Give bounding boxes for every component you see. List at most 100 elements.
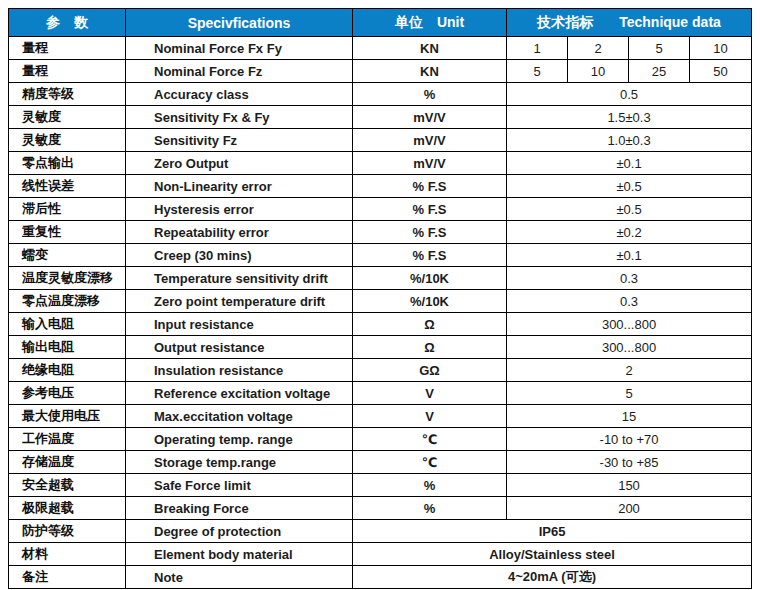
value-cell: 5 (507, 382, 752, 405)
value-cell: 2 (507, 359, 752, 382)
table-row: 线性误差 Non-Linearity error % F.S ±0.5 (9, 175, 752, 198)
param-name-cn: 输入电阻 (9, 313, 126, 336)
header-row: 参 数 Specivfications 单位Unit 技术指标Technique… (9, 9, 752, 37)
spec-name-en: Creep (30 mins) (126, 244, 353, 267)
value-cell: 15 (507, 405, 752, 428)
value-cell: 150 (507, 474, 752, 497)
spec-name-en: Insulation resistance (126, 359, 353, 382)
unit-cell: V (353, 405, 507, 428)
unit-cell: mV/V (353, 106, 507, 129)
value-cell: 50 (690, 60, 752, 83)
param-name-cn: 安全超载 (9, 474, 126, 497)
spec-name-en: Zero Output (126, 152, 353, 175)
header-tech-en: Technique data (619, 14, 721, 30)
value-cell: 5 (629, 37, 690, 60)
unit-cell: % (353, 83, 507, 106)
value-cell: 0.5 (507, 83, 752, 106)
spec-name-en: Repeatability error (126, 221, 353, 244)
spec-name-en: Zero point temperature drift (126, 290, 353, 313)
spec-name-en: Reference excitation voltage (126, 382, 353, 405)
table-row: 材料 Element body material Alloy/Stainless… (9, 543, 752, 566)
unit-cell: Ω (353, 336, 507, 359)
table-row: 灵敏度 Sensitivity Fz mV/V 1.0±0.3 (9, 129, 752, 152)
value-cell: Alloy/Stainless steel (353, 543, 752, 566)
spec-name-en: Element body material (126, 543, 353, 566)
param-name-cn: 重复性 (9, 221, 126, 244)
param-name-cn: 零点温度漂移 (9, 290, 126, 313)
unit-cell: ℃ (353, 451, 507, 474)
table-row: 零点输出 Zero Output mV/V ±0.1 (9, 152, 752, 175)
table-row: 滞后性 Hysteresis error % F.S ±0.5 (9, 198, 752, 221)
spec-name-en: Nominal Force Fx Fy (126, 37, 353, 60)
spec-name-en: Sensitivity Fz (126, 129, 353, 152)
value-cell: -30 to +85 (507, 451, 752, 474)
value-cell: ±0.5 (507, 175, 752, 198)
value-cell: ±0.2 (507, 221, 752, 244)
param-name-cn: 参考电压 (9, 382, 126, 405)
value-cell: 300...800 (507, 336, 752, 359)
param-name-cn: 灵敏度 (9, 106, 126, 129)
table-row: 量程 Nominal Force Fz KN 5 10 25 50 (9, 60, 752, 83)
value-cell: 1.0±0.3 (507, 129, 752, 152)
spec-name-en: Storage temp.range (126, 451, 353, 474)
param-name-cn: 最大使用电压 (9, 405, 126, 428)
spec-table: 参 数 Specivfications 单位Unit 技术指标Technique… (8, 8, 752, 589)
value-cell: ±0.1 (507, 152, 752, 175)
table-row: 零点温度漂移 Zero point temperature drift %/10… (9, 290, 752, 313)
spec-name-en: Hysteresis error (126, 198, 353, 221)
value-cell: 0.3 (507, 267, 752, 290)
unit-cell: ℃ (353, 428, 507, 451)
spec-name-en: Breaking Force (126, 497, 353, 520)
table-row: 精度等级 Accuracy class % 0.5 (9, 83, 752, 106)
table-row: 量程 Nominal Force Fx Fy KN 1 2 5 10 (9, 37, 752, 60)
param-name-cn: 极限超载 (9, 497, 126, 520)
spec-name-en: Output resistance (126, 336, 353, 359)
header-unit: 单位 Unit (353, 9, 507, 37)
param-name-cn: 材料 (9, 543, 126, 566)
table-row: 极限超载 Breaking Force % 200 (9, 497, 752, 520)
header-specifications: Specivfications (126, 9, 353, 37)
param-name-cn: 工作温度 (9, 428, 126, 451)
param-name-cn: 量程 (9, 60, 126, 83)
spec-sheet: 参 数 Specivfications 单位Unit 技术指标Technique… (8, 8, 752, 582)
table-row: 重复性 Repeatability error % F.S ±0.2 (9, 221, 752, 244)
unit-cell: %/10K (353, 267, 507, 290)
table-row: 存储温度 Storage temp.range ℃ -30 to +85 (9, 451, 752, 474)
table-row: 输入电阻 Input resistance Ω 300...800 (9, 313, 752, 336)
unit-cell: GΩ (353, 359, 507, 382)
param-name-cn: 备注 (9, 566, 126, 589)
unit-cell: % (353, 497, 507, 520)
spec-name-en: Safe Force limit (126, 474, 353, 497)
value-cell: 200 (507, 497, 752, 520)
unit-cell: KN (353, 60, 507, 83)
param-name-cn: 绝缘电阻 (9, 359, 126, 382)
param-name-cn: 滞后性 (9, 198, 126, 221)
value-cell: 300...800 (507, 313, 752, 336)
table-row: 温度灵敏度漂移 Temperature sensitivity drift %/… (9, 267, 752, 290)
table-row: 蠕变 Creep (30 mins) % F.S ±0.1 (9, 244, 752, 267)
param-name-cn: 零点输出 (9, 152, 126, 175)
value-cell: 4~20mA (可选) (353, 566, 752, 589)
spec-name-en: Sensitivity Fx & Fy (126, 106, 353, 129)
value-cell: 10 (690, 37, 752, 60)
value-cell: 5 (507, 60, 568, 83)
value-cell: ±0.1 (507, 244, 752, 267)
header-parameter: 参 数 (9, 9, 126, 37)
table-row: 防护等级 Degree of protection IP65 (9, 520, 752, 543)
spec-name-en: Input resistance (126, 313, 353, 336)
param-name-cn: 存储温度 (9, 451, 126, 474)
unit-cell: mV/V (353, 129, 507, 152)
unit-cell: V (353, 382, 507, 405)
table-row: 输出电阻 Output resistance Ω 300...800 (9, 336, 752, 359)
header-unit-cn: 单位 (395, 14, 423, 30)
value-cell: 0.3 (507, 290, 752, 313)
unit-cell: % F.S (353, 175, 507, 198)
header-unit-en: Unit (437, 14, 464, 30)
table-row: 安全超载 Safe Force limit % 150 (9, 474, 752, 497)
spec-name-en: Temperature sensitivity drift (126, 267, 353, 290)
spec-name-en: Accuracy class (126, 83, 353, 106)
unit-cell: % F.S (353, 221, 507, 244)
spec-name-en: Non-Linearity error (126, 175, 353, 198)
table-row: 灵敏度 Sensitivity Fx & Fy mV/V 1.5±0.3 (9, 106, 752, 129)
spec-name-en: Max.eccitation voltage (126, 405, 353, 428)
